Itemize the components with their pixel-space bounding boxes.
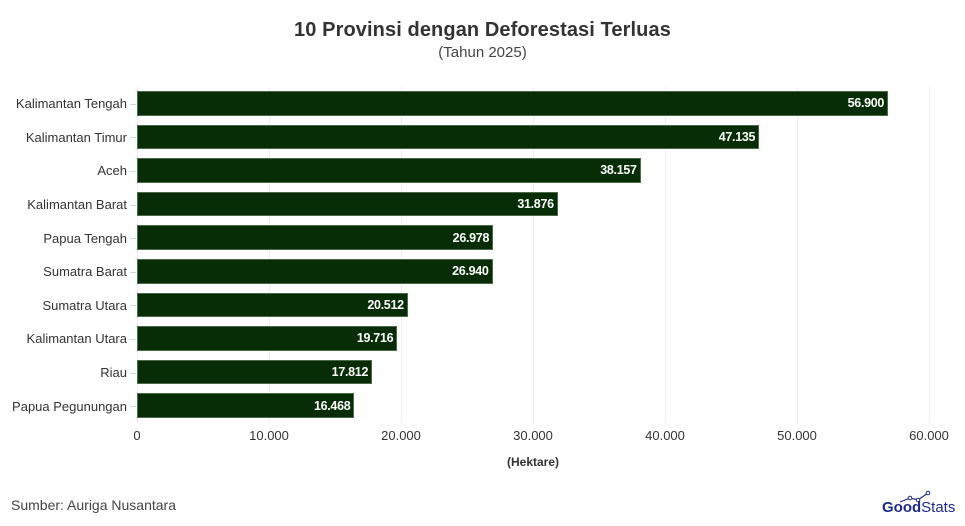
x-tick-label: 10.000: [249, 428, 289, 443]
category-label: Kalimantan Utara: [26, 331, 127, 347]
category-label: Papua Tengah: [43, 230, 127, 246]
bar-value-label: 56.900: [847, 96, 885, 111]
y-tick: [130, 271, 136, 273]
bar: 56.900: [137, 91, 889, 116]
category-label: Sumatra Utara: [42, 297, 127, 313]
x-tick-label: 20.000: [381, 428, 421, 443]
logo-regular: Stats: [921, 499, 956, 516]
bar: 17.812: [137, 359, 373, 385]
bar-value-label: 19.716: [356, 331, 394, 346]
y-tick: [130, 204, 136, 206]
bar-row: Kalimantan Utara 19.716: [0, 322, 929, 356]
bar: 26.978: [137, 225, 494, 250]
bar-row: Kalimantan Barat 31.876: [0, 188, 929, 222]
y-tick: [130, 170, 136, 172]
category-label: Sumatra Barat: [43, 264, 127, 280]
bar-value-label: 47.135: [718, 129, 756, 144]
bar: 19.716: [137, 326, 398, 351]
category-label: Riau: [100, 365, 127, 381]
gridline: [401, 87, 402, 423]
bar-value-label: 16.468: [313, 398, 351, 413]
category-label: Papua Pegunungan: [12, 398, 127, 414]
x-tick-label: 30.000: [513, 428, 553, 443]
bar-row: Papua Pegunungan 16.468: [0, 389, 929, 423]
category-label: Kalimantan Tengah: [15, 96, 127, 112]
gridline: [137, 87, 138, 423]
bar-row: Kalimantan Tengah 56.900: [0, 87, 929, 121]
plot-area: Kalimantan Tengah 56.900 Kalimantan Timur 4…: [12, 87, 930, 423]
gridline: [797, 87, 798, 423]
gridline: [533, 87, 534, 423]
category-label: Kalimantan Barat: [27, 197, 127, 213]
x-tick-label: 0: [133, 428, 141, 443]
bar-row: Sumatra Barat 26.940: [0, 255, 929, 289]
bar-value-label: 17.812: [331, 365, 369, 380]
category-label: Aceh: [97, 163, 127, 179]
bar: 47.135: [137, 124, 760, 150]
x-axis-label: (Hektare): [506, 455, 560, 469]
chart-title: 10 Provinsi dengan Deforestasi Terluas: [294, 19, 671, 41]
x-tick-label: 50.000: [777, 428, 817, 443]
bar-row: Sumatra Utara 20.512: [0, 289, 929, 323]
gridline: [929, 87, 930, 423]
bar-row: Kalimantan Timur 47.135: [0, 121, 929, 155]
bar-value-label: 31.876: [517, 197, 554, 212]
bar: 20.512: [137, 292, 408, 318]
x-tick-label: 40.000: [645, 428, 685, 443]
bar: 31.876: [137, 191, 558, 217]
bar: 26.940: [137, 259, 493, 284]
bar-value-label: 38.157: [600, 163, 637, 178]
y-tick: [130, 103, 136, 105]
bar-value-label: 20.512: [367, 297, 404, 312]
y-tick: [130, 137, 136, 139]
chart-subtitle: (Tahun 2025): [438, 44, 527, 61]
gridline: [269, 87, 270, 423]
y-tick: [130, 372, 136, 374]
category-label: Kalimantan Timur: [25, 129, 127, 145]
bar-row: Papua Tengah 26.978: [0, 221, 929, 255]
bar-row: Aceh 38.157: [0, 154, 929, 188]
gridline: [665, 87, 666, 423]
goodstats-logo: GoodStats: [882, 490, 957, 518]
bar: 16.468: [137, 393, 355, 418]
bar: 38.157: [137, 158, 641, 183]
y-tick: [130, 406, 136, 408]
bar-value-label: 26.978: [452, 230, 490, 245]
x-tick-label: 60.000: [909, 428, 949, 443]
bar-value-label: 26.940: [452, 264, 489, 279]
trend-line-icon: [899, 490, 931, 503]
logo-bold: Good: [882, 499, 922, 516]
y-tick: [130, 338, 136, 340]
source-note: Sumber: Auriga Nusantara: [11, 497, 176, 513]
bar-row: Riau 17.812: [0, 356, 929, 390]
y-tick: [130, 305, 136, 307]
y-tick: [130, 238, 136, 240]
